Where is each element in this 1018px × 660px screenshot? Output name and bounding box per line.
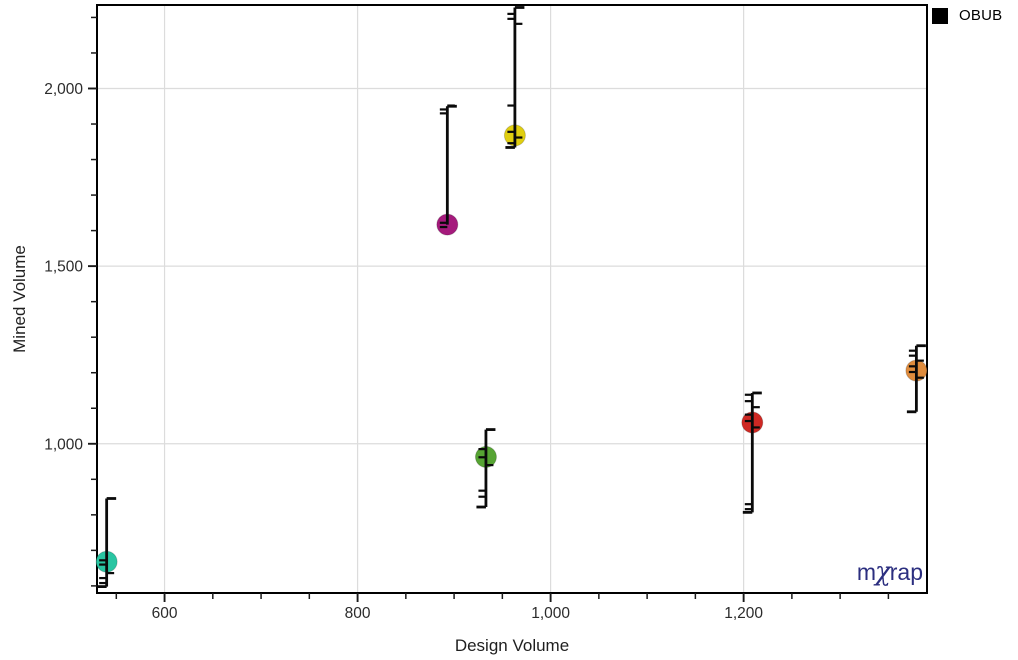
plot-frame: [96, 4, 928, 594]
data-point-group: [436, 104, 459, 236]
y-axis-tick-label: 1,000: [44, 436, 83, 453]
gridlines: [97, 5, 927, 593]
x-axis-tick-label: 800: [345, 605, 371, 622]
data-point-group: [741, 391, 764, 514]
mxrap-logo: mχrap: [857, 558, 923, 586]
logo-rap: rap: [889, 559, 923, 585]
legend-swatch-icon: [932, 7, 948, 24]
y-axis-title: Mined Volume: [10, 245, 29, 353]
data-point-group: [95, 497, 118, 589]
logo-chi-icon: χ: [874, 557, 891, 587]
axis-tick-labels: 600 800 1,000 1,200 1,000 1,500 2,000: [44, 81, 763, 622]
data-point-group: [474, 428, 497, 509]
x-axis-tick-label: 1,000: [531, 605, 570, 622]
legend-label: OBUB: [959, 7, 1003, 24]
y-axis-tick-label: 2,000: [44, 81, 83, 98]
x-axis-tick-label: 1,200: [724, 605, 763, 622]
x-axis-title: Design Volume: [455, 636, 569, 655]
data-point-group: [503, 6, 526, 149]
data-points-layer: [95, 6, 928, 589]
x-axis-tick-label: 600: [152, 605, 178, 622]
legend-item-obub[interactable]: OBUB: [932, 7, 1002, 24]
logo-m: m: [856, 559, 876, 585]
data-point-group: [905, 344, 928, 414]
y-axis-tick-label: 1,500: [44, 259, 83, 276]
axis-ticks: [88, 16, 890, 602]
